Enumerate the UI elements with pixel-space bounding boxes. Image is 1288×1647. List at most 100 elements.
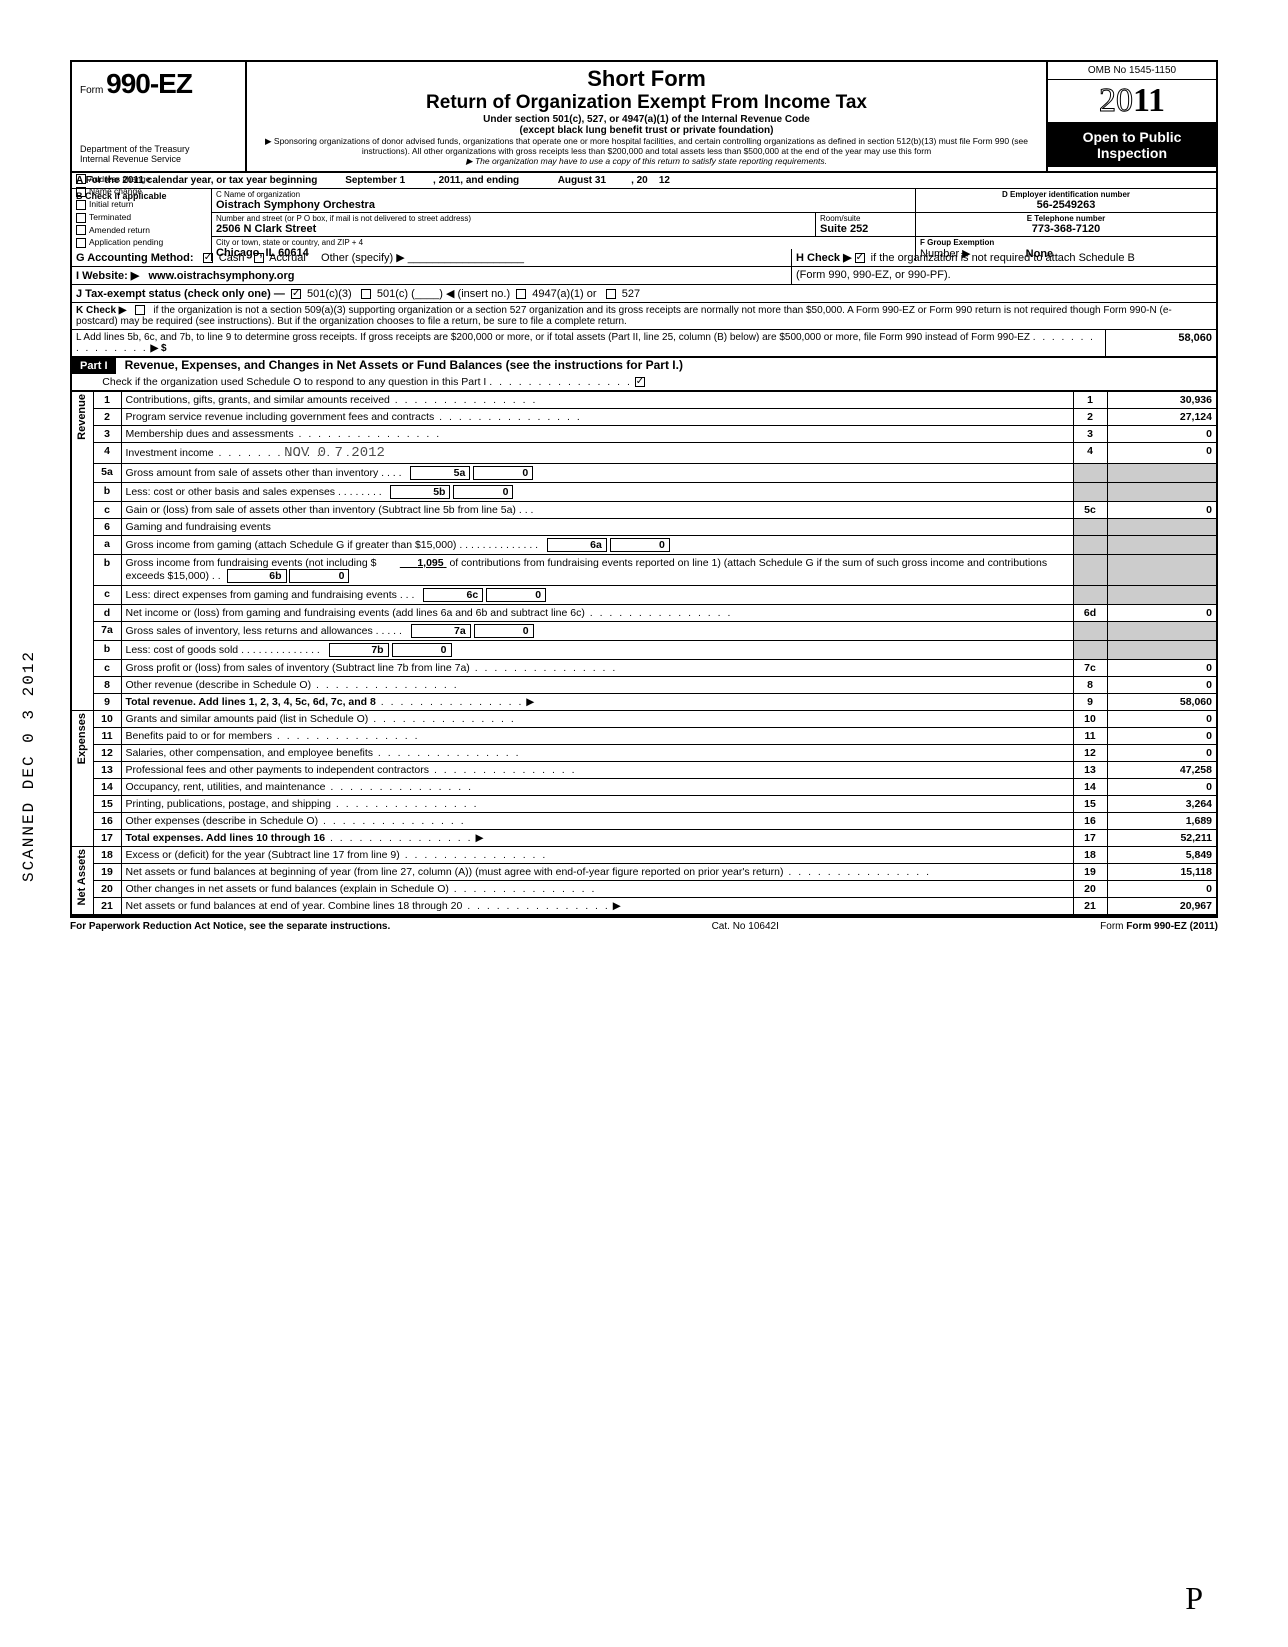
l1-rn: 1	[1073, 392, 1107, 409]
l5a-box: 5a	[410, 466, 470, 480]
department: Department of the Treasury Internal Reve…	[80, 145, 237, 165]
l16-num: 16	[93, 813, 121, 830]
form-number: Form 990-EZ	[80, 68, 237, 100]
website: www.oistrachsymphony.org	[148, 270, 294, 282]
l6b-text: Gross income from fundraising events (no…	[126, 557, 377, 569]
l4-text: Investment income	[126, 447, 214, 459]
gross-receipts: 58,060	[1178, 332, 1212, 344]
chk-501c3[interactable]	[291, 289, 301, 299]
l3-amt: 0	[1107, 426, 1217, 443]
l12-text: Salaries, other compensation, and employ…	[126, 747, 373, 759]
secH-label: H Check ▶	[796, 252, 852, 264]
chk-k[interactable]	[135, 305, 145, 315]
l5c-num: c	[93, 502, 121, 519]
l7c-text: Gross profit or (loss) from sales of inv…	[126, 662, 470, 674]
l12-num: 12	[93, 745, 121, 762]
footer-left: For Paperwork Reduction Act Notice, see …	[70, 921, 390, 932]
open-inspection: Open to Public Inspection	[1048, 123, 1216, 167]
l5b-box: 5b	[390, 485, 450, 499]
l9-amt: 58,060	[1107, 694, 1217, 711]
footer-right: Form 990-EZ (2011)	[1126, 921, 1218, 932]
l10-text: Grants and similar amounts paid (list in…	[126, 713, 369, 725]
dept-line2: Internal Revenue Service	[80, 155, 237, 165]
l10-rn: 10	[1073, 711, 1107, 728]
l6-num: 6	[93, 519, 121, 536]
l6b-num: b	[93, 555, 121, 586]
l16-amt: 1,689	[1107, 813, 1217, 830]
l15-rn: 15	[1073, 796, 1107, 813]
l18-text: Excess or (deficit) for the year (Subtra…	[126, 849, 400, 861]
year-bold: 11	[1133, 82, 1165, 119]
subtitle2: (except black lung benefit trust or priv…	[257, 125, 1036, 136]
secA-end-yr-lbl: , 20	[631, 175, 648, 186]
l6c-bv: 0	[486, 588, 546, 602]
secC-label: C Name of organization	[216, 190, 911, 199]
secA-end-year: 12	[659, 175, 670, 186]
l7b-num: b	[93, 641, 121, 660]
l4-rn: 4	[1073, 443, 1107, 464]
suite: Suite 252	[820, 223, 911, 235]
part1-badge: Part I	[72, 358, 116, 374]
tax-year: 2011	[1048, 80, 1216, 123]
l9-text: Total revenue. Add lines 1, 2, 3, 4, 5c,…	[126, 696, 376, 708]
scanned-stamp: SCANNED DEC 0 3 2012	[20, 650, 38, 882]
l15-num: 15	[93, 796, 121, 813]
city-label: City or town, state or country, and ZIP …	[216, 238, 911, 247]
section-l: L Add lines 5b, 6c, and 7b, to line 9 to…	[70, 330, 1218, 358]
l5a-bv: 0	[473, 466, 533, 480]
secL-text: L Add lines 5b, 6c, and 7b, to line 9 to…	[76, 332, 1030, 343]
l16-rn: 16	[1073, 813, 1107, 830]
l6d-num: d	[93, 605, 121, 622]
l7b-bv: 0	[392, 643, 452, 657]
l5c-rn: 5c	[1073, 502, 1107, 519]
l6a-box: 6a	[547, 538, 607, 552]
part1-header: Part I Revenue, Expenses, and Changes in…	[70, 358, 1218, 374]
l13-amt: 47,258	[1107, 762, 1217, 779]
l20-text: Other changes in net assets or fund bala…	[126, 883, 449, 895]
signature: P	[1185, 1580, 1203, 1617]
l8-amt: 0	[1107, 677, 1217, 694]
fine-print1: ▶ Sponsoring organizations of donor advi…	[257, 136, 1036, 156]
l8-num: 8	[93, 677, 121, 694]
fine-print2: ▶ The organization may have to use a cop…	[257, 156, 1036, 166]
l17-text: Total expenses. Add lines 10 through 16	[126, 832, 326, 844]
l20-num: 20	[93, 881, 121, 898]
chk-501c[interactable]	[361, 289, 371, 299]
chk-schedB[interactable]	[855, 253, 865, 263]
l6c-box: 6c	[423, 588, 483, 602]
chk-accrual[interactable]	[254, 253, 264, 263]
l5a-num: 5a	[93, 464, 121, 483]
l2-text: Program service revenue including govern…	[126, 411, 435, 423]
section-gh: G Accounting Method: Cash Accrual Other …	[70, 249, 1218, 267]
scho-text: Check if the organization used Schedule …	[102, 376, 486, 388]
l17-rn: 17	[1073, 830, 1107, 847]
chk-4947[interactable]	[516, 289, 526, 299]
l7c-num: c	[93, 660, 121, 677]
secI-label: I Website: ▶	[76, 270, 139, 282]
secK-text: if the organization is not a section 509…	[76, 305, 1172, 327]
street-address: 2506 N Clark Street	[216, 223, 811, 235]
other-label: Other (specify) ▶	[321, 252, 405, 264]
secA-mid: , 2011, and ending	[433, 175, 519, 186]
l2-rn: 2	[1073, 409, 1107, 426]
footer-form: Form	[1100, 921, 1126, 932]
l7a-box: 7a	[411, 624, 471, 638]
527-label: 527	[622, 288, 640, 300]
l6b-box: 6b	[227, 569, 287, 583]
l6a-num: a	[93, 536, 121, 555]
l21-text: Net assets or fund balances at end of ye…	[126, 900, 463, 912]
secA-begin: September 1	[345, 175, 405, 186]
secA-label: A For the 2011 calendar year, or tax yea…	[76, 175, 317, 186]
l5c-text: Gain or (loss) from sale of assets other…	[126, 504, 516, 516]
l19-rn: 19	[1073, 864, 1107, 881]
l4-amt: 0	[1107, 443, 1217, 464]
org-name: Oistrach Symphony Orchestra	[216, 199, 911, 211]
chk-527[interactable]	[606, 289, 616, 299]
501c-insert: ) ◀ (insert no.)	[439, 288, 510, 300]
cash-label: Cash	[219, 252, 245, 264]
l19-amt: 15,118	[1107, 864, 1217, 881]
section-j: J Tax-exempt status (check only one) — 5…	[70, 285, 1218, 303]
chk-scho[interactable]	[635, 377, 645, 387]
chk-cash[interactable]	[203, 253, 213, 263]
l5b-num: b	[93, 483, 121, 502]
